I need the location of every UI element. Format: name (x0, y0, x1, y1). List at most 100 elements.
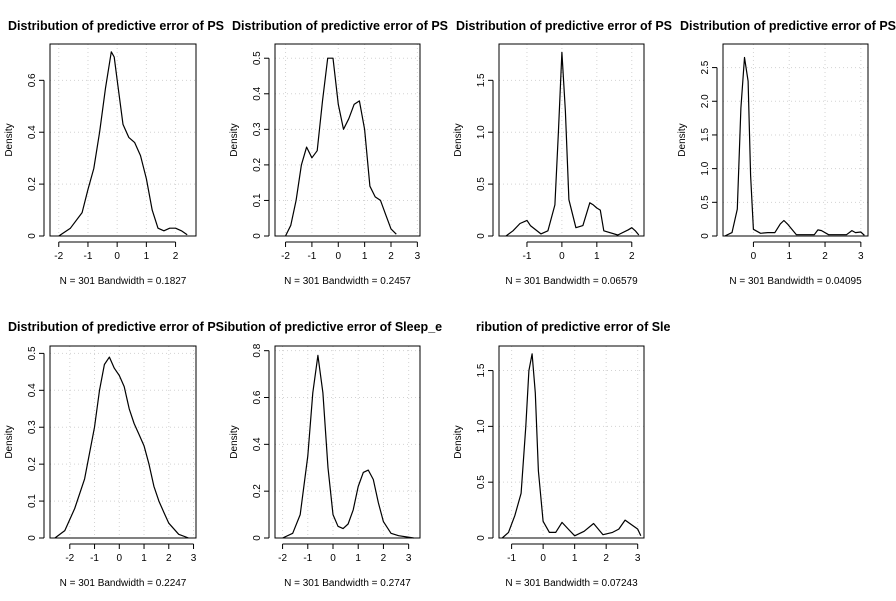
density-line (58, 51, 188, 237)
y-tick-label: 0.2 (27, 177, 38, 191)
x-tick-label: 0 (114, 251, 120, 262)
density-line (54, 356, 189, 539)
chart-panel-7: -1 0 1 2 3 0 0.5 1.0 1.5 Density N = 301 Bandwidth… (453, 320, 699, 589)
x-tick-label: 1 (141, 553, 147, 564)
x-tick-label: 1 (594, 251, 600, 262)
y-axis-title: Density (229, 425, 240, 458)
x-axis: -2 -1 0 1 2 3 (278, 543, 412, 564)
x-tick-label: 3 (858, 251, 864, 262)
x-tick-label: 2 (173, 251, 179, 262)
chart-panel-5: -2 -1 0 1 2 3 0 0.1 0.2 0.3 0.4 0.5 Density N = 301 B… (4, 320, 224, 589)
y-tick-label: 0 (476, 535, 487, 541)
y-axis: 0 0.1 0.2 0.3 0.4 0.5 (252, 51, 270, 239)
y-tick-label: 0.8 (252, 343, 263, 357)
y-tick-label: 0.3 (27, 420, 38, 434)
y-axis: 0 0.5 1.0 1.5 (476, 363, 494, 541)
y-tick-label: 2.5 (700, 60, 711, 74)
chart-panel-4: 0 1 2 3 0 0.5 1.0 1.5 2.0 2.5 Density N = 301 Bandw… (677, 19, 896, 287)
y-tick-label: 1.0 (476, 419, 487, 433)
y-axis-title: Density (229, 123, 240, 156)
y-axis: 0 0.2 0.4 0.6 0.8 (252, 343, 270, 541)
y-tick-label: 0.3 (252, 122, 263, 136)
plot-frame (722, 43, 869, 237)
y-tick-label: 0.4 (252, 437, 263, 451)
x-tick-label: 1 (144, 251, 150, 262)
chart-panel-6: -2 -1 0 1 2 3 0 0.2 0.4 0.6 0.8 Density N = 301 Band… (224, 320, 442, 589)
x-tick-label: 2 (166, 553, 172, 564)
y-tick-label: 1.5 (476, 363, 487, 377)
density-line (282, 354, 414, 539)
chart-title: Distribution of predictive error of PS (8, 320, 224, 334)
x-tick-label: -1 (522, 251, 531, 262)
x-axis-title: N = 301 Bandwidth = 0.2747 (284, 578, 411, 589)
x-tick-label: 0 (335, 251, 341, 262)
y-tick-label: 0 (700, 233, 711, 239)
y-axis-title: Density (677, 123, 688, 156)
x-tick-label: -1 (307, 251, 316, 262)
x-tick-label: -2 (54, 251, 63, 262)
plot-frame (498, 345, 645, 539)
plot-frame (274, 43, 421, 237)
x-tick-label: 1 (355, 553, 361, 564)
x-axis: -2 -1 0 1 2 3 (65, 543, 197, 564)
x-axis-title: N = 301 Bandwidth = 0.2247 (60, 578, 187, 589)
x-tick-label: 3 (635, 553, 641, 564)
y-tick-label: 0.5 (476, 475, 487, 489)
x-axis-title: N = 301 Bandwidth = 0.1827 (60, 276, 187, 287)
y-tick-label: 1.0 (700, 161, 711, 175)
x-tick-label: 1 (362, 251, 368, 262)
x-tick-label: 3 (191, 553, 197, 564)
x-tick-label: -2 (278, 553, 287, 564)
density-line (284, 57, 397, 237)
chart-panel-2: -2 -1 0 1 2 3 0 0.1 0.2 0.3 0.4 0.5 Density N = 301 B… (229, 19, 448, 287)
chart-title: ribution of predictive error of Sleep_e (476, 320, 699, 334)
x-axis: -1 0 1 2 3 (507, 543, 641, 564)
x-axis: 0 1 2 3 (751, 241, 864, 262)
y-axis: 0 0.5 1.0 1.5 2.0 2.5 (700, 60, 718, 239)
y-tick-label: 0.1 (252, 193, 263, 207)
plot-frame (274, 345, 421, 539)
x-axis-title: N = 301 Bandwidth = 0.07243 (505, 578, 638, 589)
y-axis: 0 0.2 0.4 0.6 (27, 73, 45, 239)
y-tick-label: 0.5 (700, 195, 711, 209)
y-axis-title: Density (453, 123, 464, 156)
chart-title: Distribution of predictive error of PS (680, 19, 896, 33)
chart-panel-3: -1 0 1 2 0 0.5 1.0 1.5 Density N = 301 Bandwidth … (453, 19, 672, 287)
y-tick-label: 1.5 (476, 73, 487, 87)
y-tick-label: 0.1 (27, 494, 38, 508)
x-axis-title: N = 301 Bandwidth = 0.04095 (729, 276, 862, 287)
x-tick-label: 2 (603, 553, 609, 564)
x-tick-label: 1 (786, 251, 792, 262)
y-tick-label: 0 (476, 233, 487, 239)
x-tick-label: -1 (84, 251, 93, 262)
y-tick-label: 0 (252, 233, 263, 239)
plot-frame (49, 345, 197, 539)
chart-panel-1: -2 -1 0 1 2 0 0.2 0.4 0.6 Density N = 301 Bandwidt… (4, 19, 224, 287)
x-axis-title: N = 301 Bandwidth = 0.06579 (505, 276, 638, 287)
x-tick-label: 0 (540, 553, 546, 564)
y-tick-label: 0.5 (476, 177, 487, 191)
x-axis-title: N = 301 Bandwidth = 0.2457 (284, 276, 411, 287)
y-tick-label: 0.5 (27, 346, 38, 360)
chart-title: Distribution of predictive error of PS (8, 19, 224, 33)
y-axis: 0 0.5 1.0 1.5 (476, 73, 494, 239)
x-tick-label: -1 (507, 553, 516, 564)
chart-title: Distribution of predictive error of PS (232, 19, 448, 33)
x-axis: -2 -1 0 1 2 (54, 241, 179, 262)
x-tick-label: 2 (381, 553, 387, 564)
y-tick-label: 0.2 (252, 158, 263, 172)
y-tick-label: 0.4 (252, 86, 263, 100)
plot-frame (498, 43, 645, 237)
y-tick-label: 0 (252, 535, 263, 541)
y-axis: 0 0.1 0.2 0.3 0.4 0.5 (27, 346, 45, 541)
x-axis: -1 0 1 2 (522, 241, 635, 262)
density-line (501, 353, 642, 539)
y-tick-label: 0.4 (27, 125, 38, 139)
y-axis-title: Density (4, 123, 15, 156)
x-tick-label: 0 (330, 553, 336, 564)
density-line (505, 51, 640, 237)
y-axis-title: Density (453, 425, 464, 458)
density-line (724, 56, 865, 237)
x-tick-label: -1 (303, 553, 312, 564)
